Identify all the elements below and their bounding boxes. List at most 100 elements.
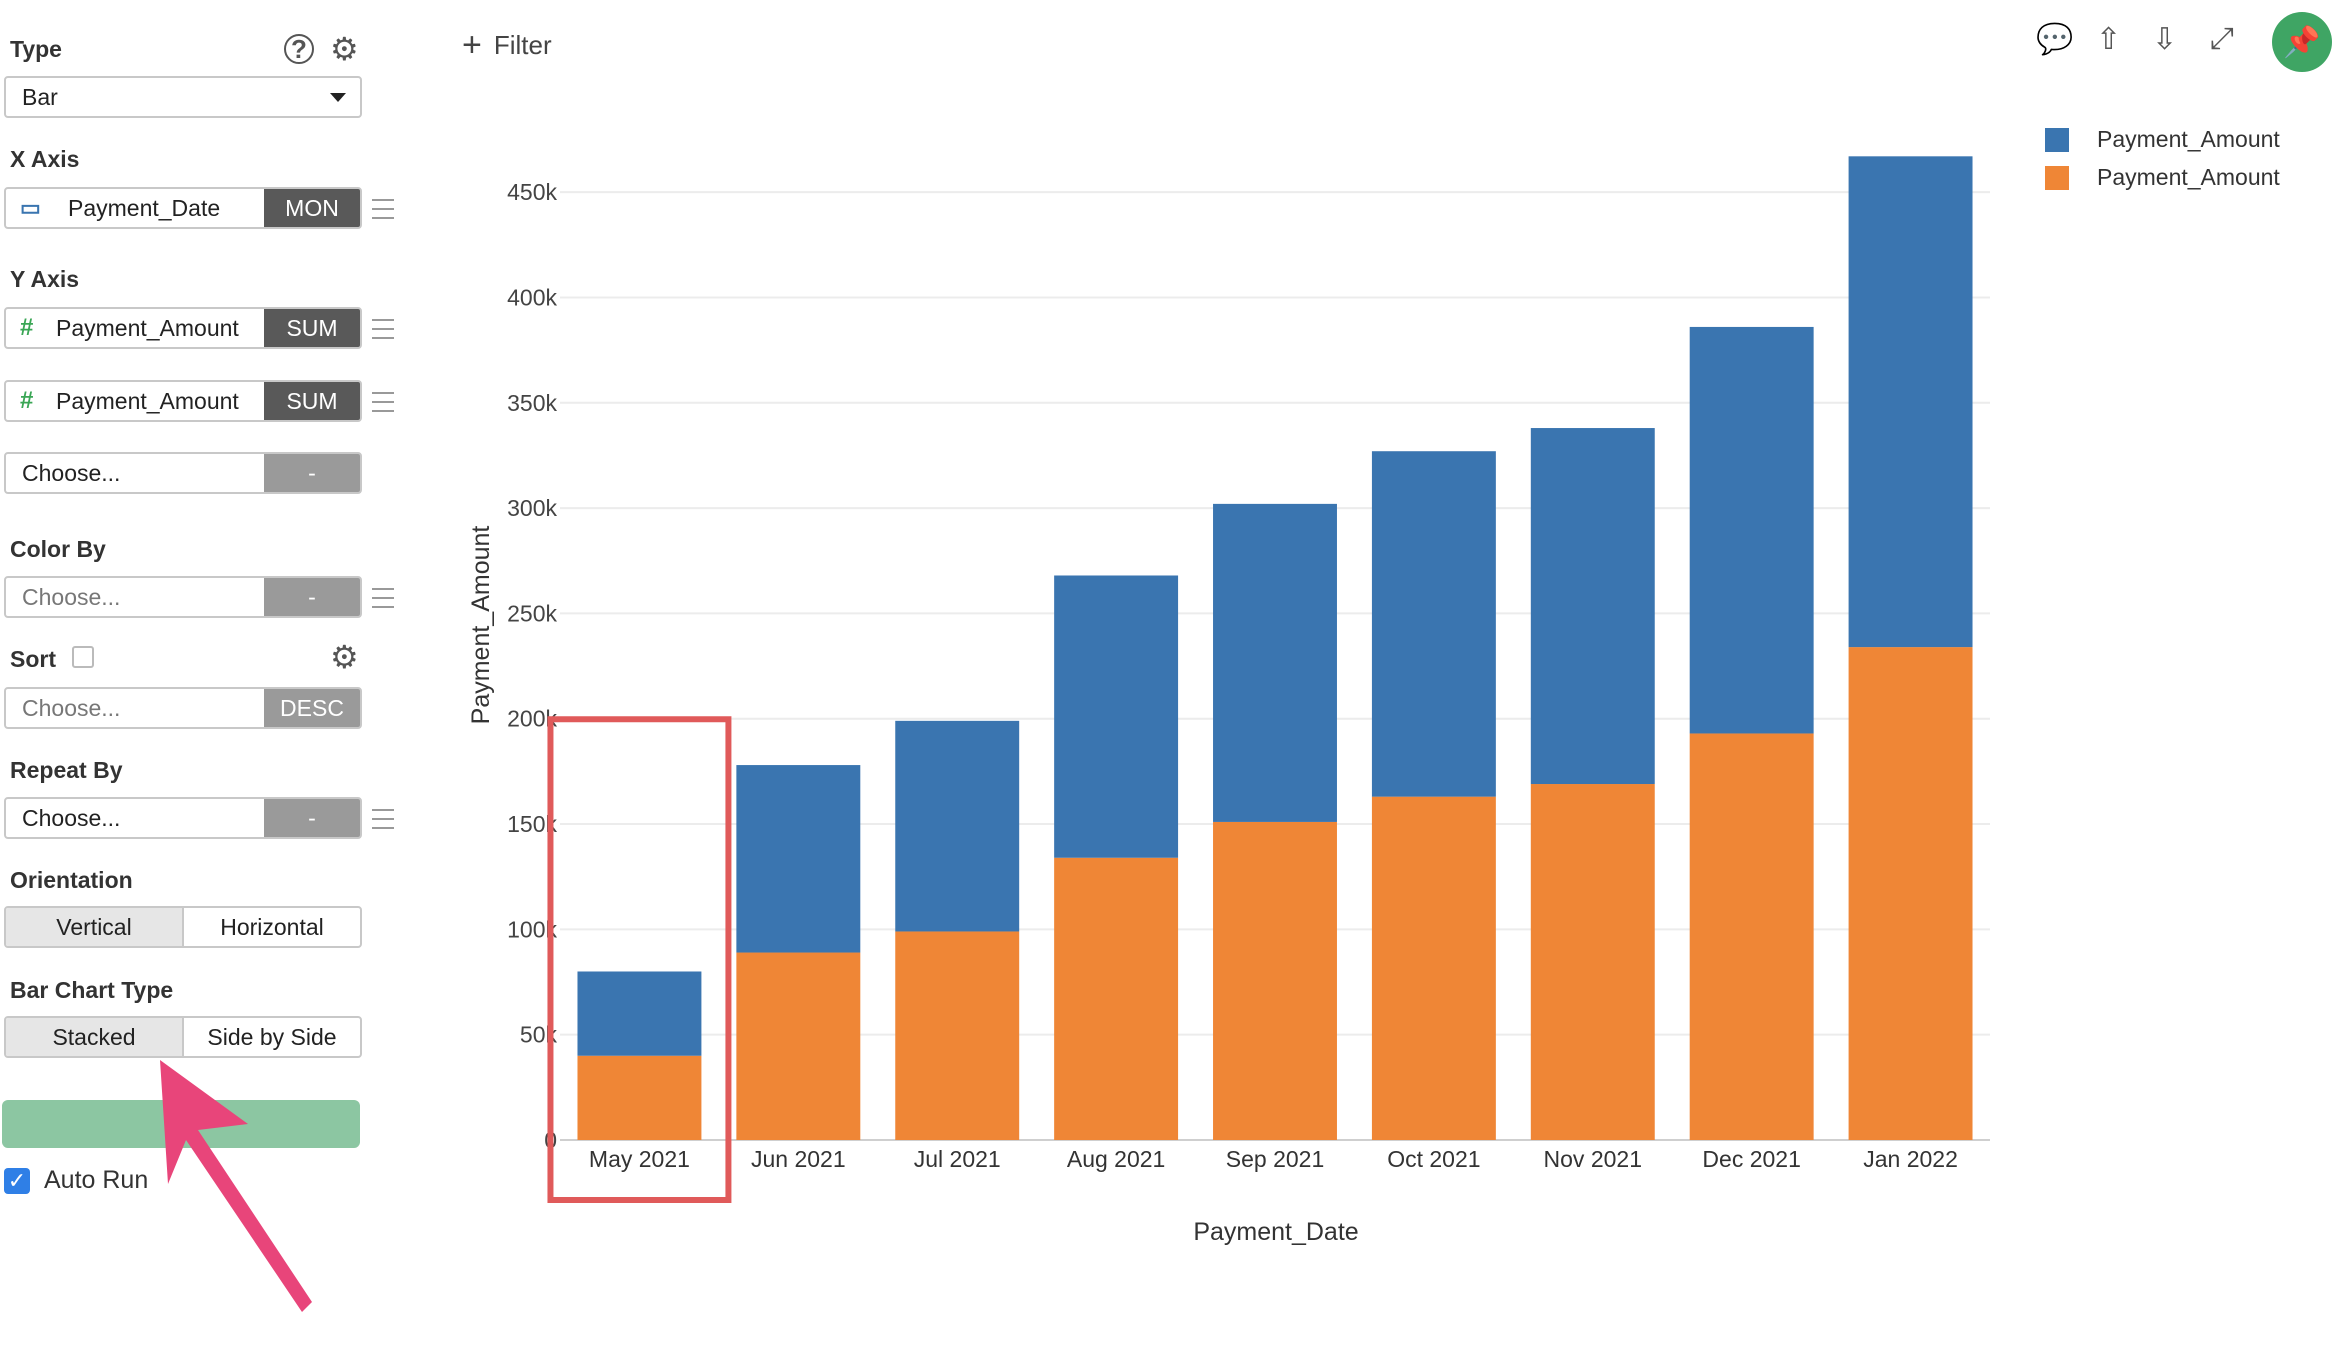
y-axis-title: Payment_Amount <box>467 526 495 725</box>
sort-order-button[interactable]: DESC <box>264 689 360 727</box>
y-axis-choose-field[interactable]: Choose... - <box>4 452 362 494</box>
legend-item-2[interactable]: Payment_Amount <box>2045 164 2280 191</box>
comment-icon[interactable]: 💬 <box>2036 23 2074 56</box>
gear-icon[interactable]: ⚙ <box>330 31 359 67</box>
x-tick-label: Jan 2022 <box>1863 1146 1958 1172</box>
x-tick-label: Jul 2021 <box>914 1146 1001 1172</box>
bar-segment <box>1371 451 1496 797</box>
bar-segment <box>1530 428 1655 785</box>
y-tick-label: 250k <box>507 600 557 626</box>
repeat-by-text: Choose... <box>22 804 121 831</box>
bar-segment <box>577 971 702 1056</box>
drag-handle-icon[interactable] <box>372 319 394 339</box>
x-tick-label: Oct 2021 <box>1387 1146 1480 1172</box>
drag-handle-icon[interactable] <box>372 809 394 829</box>
y-axis-label: Y Axis <box>10 266 80 292</box>
color-by-agg: - <box>264 578 360 616</box>
bar-segment <box>736 952 861 1140</box>
y-axis-field-1-agg-button[interactable]: SUM <box>264 309 360 347</box>
x-axis-agg-button[interactable]: MON <box>264 189 360 227</box>
chart-type-value: Bar <box>22 83 58 110</box>
bar-segment <box>1689 733 1814 1140</box>
repeat-by-field[interactable]: Choose... - <box>4 797 362 839</box>
download-icon[interactable]: ⇩ <box>2152 23 2178 56</box>
bar-chart-type-label: Bar Chart Type <box>10 977 174 1003</box>
y-axis-field-1[interactable]: # Payment_Amount SUM <box>4 307 362 349</box>
drag-handle-icon[interactable] <box>372 392 394 412</box>
bar-segment <box>1054 575 1179 858</box>
y-tick-label: 350k <box>507 390 557 416</box>
color-by-field[interactable]: Choose... - <box>4 576 362 618</box>
sort-gear-icon[interactable]: ⚙ <box>330 639 359 675</box>
x-tick-label: Jun 2021 <box>751 1146 846 1172</box>
y-axis-field-1-name: Payment_Amount <box>56 314 239 341</box>
expand-icon[interactable]: ⤢ <box>2210 22 2234 55</box>
pin-button[interactable]: 📌 <box>2272 12 2332 72</box>
bar-chart-type-toggle: Stacked Side by Side <box>4 1016 362 1058</box>
annotation-arrow <box>160 1060 312 1312</box>
y-axis-field-2[interactable]: # Payment_Amount SUM <box>4 380 362 422</box>
sort-checkbox[interactable] <box>72 646 94 668</box>
orientation-vertical[interactable]: Vertical <box>6 908 184 946</box>
bar-segment <box>1054 857 1179 1140</box>
x-axis-label: X Axis <box>10 146 80 172</box>
sort-field[interactable]: Choose... DESC <box>4 687 362 729</box>
repeat-by-label: Repeat By <box>10 757 123 783</box>
legend-swatch-orange <box>2045 165 2069 190</box>
arrow-shape <box>160 1060 312 1312</box>
legend-label-1: Payment_Amount <box>2097 126 2280 152</box>
legend-swatch-blue <box>2045 127 2069 152</box>
bar-segment <box>1848 647 1973 1140</box>
legend-label-2: Payment_Amount <box>2097 164 2280 190</box>
filter-button[interactable]: + Filter <box>462 26 552 65</box>
y-tick-label: 450k <box>507 179 557 205</box>
color-by-label: Color By <box>10 536 106 562</box>
bar-segment <box>895 720 1020 932</box>
chart-type-select[interactable]: Bar <box>4 76 362 118</box>
x-axis-field-name: Payment_Date <box>68 194 221 221</box>
orientation-toggle: Vertical Horizontal <box>4 906 362 948</box>
y-axis-field-2-agg-button[interactable]: SUM <box>264 382 360 420</box>
auto-run-checkbox[interactable]: ✓ <box>4 1168 30 1194</box>
hash-icon: # <box>20 387 34 414</box>
bar-type-side-by-side[interactable]: Side by Side <box>207 1023 337 1050</box>
x-tick-label: Nov 2021 <box>1544 1146 1642 1172</box>
sort-label: Sort <box>10 646 56 672</box>
y-axis-choose-text: Choose... <box>22 459 121 486</box>
orientation-label: Orientation <box>10 867 133 893</box>
y-axis-field-2-name: Payment_Amount <box>56 387 239 414</box>
help-icon[interactable]: ? <box>284 34 314 64</box>
orientation-horizontal[interactable]: Horizontal <box>220 913 324 940</box>
hash-icon: # <box>20 314 34 341</box>
bar-type-stacked[interactable]: Stacked <box>6 1018 184 1056</box>
bar-segment <box>1530 784 1655 1140</box>
x-axis-title: Payment_Date <box>1193 1218 1358 1246</box>
y-tick-label: 400k <box>507 284 557 310</box>
y-tick-label: 300k <box>507 495 557 521</box>
drag-handle-icon[interactable] <box>372 588 394 608</box>
repeat-by-agg: - <box>264 799 360 837</box>
bar-segment <box>1213 503 1337 822</box>
x-tick-label: Sep 2021 <box>1226 1146 1324 1172</box>
legend-item-1[interactable]: Payment_Amount <box>2045 126 2280 153</box>
y-axis-choose-agg: - <box>264 454 360 492</box>
pin-icon: 📌 <box>2283 25 2321 59</box>
type-label: Type <box>10 36 62 62</box>
drag-handle-icon[interactable] <box>372 199 394 219</box>
bar-segment <box>577 1055 702 1140</box>
x-tick-label: Dec 2021 <box>1702 1146 1800 1172</box>
bar-segment <box>1689 326 1814 734</box>
bar-segment <box>1371 796 1496 1140</box>
upload-icon[interactable]: ⇧ <box>2096 23 2122 56</box>
settings-sidebar: Type ? ⚙ Bar X Axis ▭ Payment_Date MON Y… <box>0 0 394 1348</box>
bar-segment <box>895 931 1020 1140</box>
x-tick-label: May 2021 <box>589 1146 690 1172</box>
color-by-placeholder: Choose... <box>22 583 121 610</box>
sort-placeholder: Choose... <box>22 694 121 721</box>
x-tick-label: Aug 2021 <box>1067 1146 1165 1172</box>
bar-segment <box>1213 821 1337 1140</box>
auto-run-label: Auto Run <box>44 1166 149 1194</box>
highlight-box <box>547 716 732 1203</box>
filter-label: Filter <box>493 30 552 60</box>
x-axis-field[interactable]: ▭ Payment_Date MON <box>4 187 362 229</box>
